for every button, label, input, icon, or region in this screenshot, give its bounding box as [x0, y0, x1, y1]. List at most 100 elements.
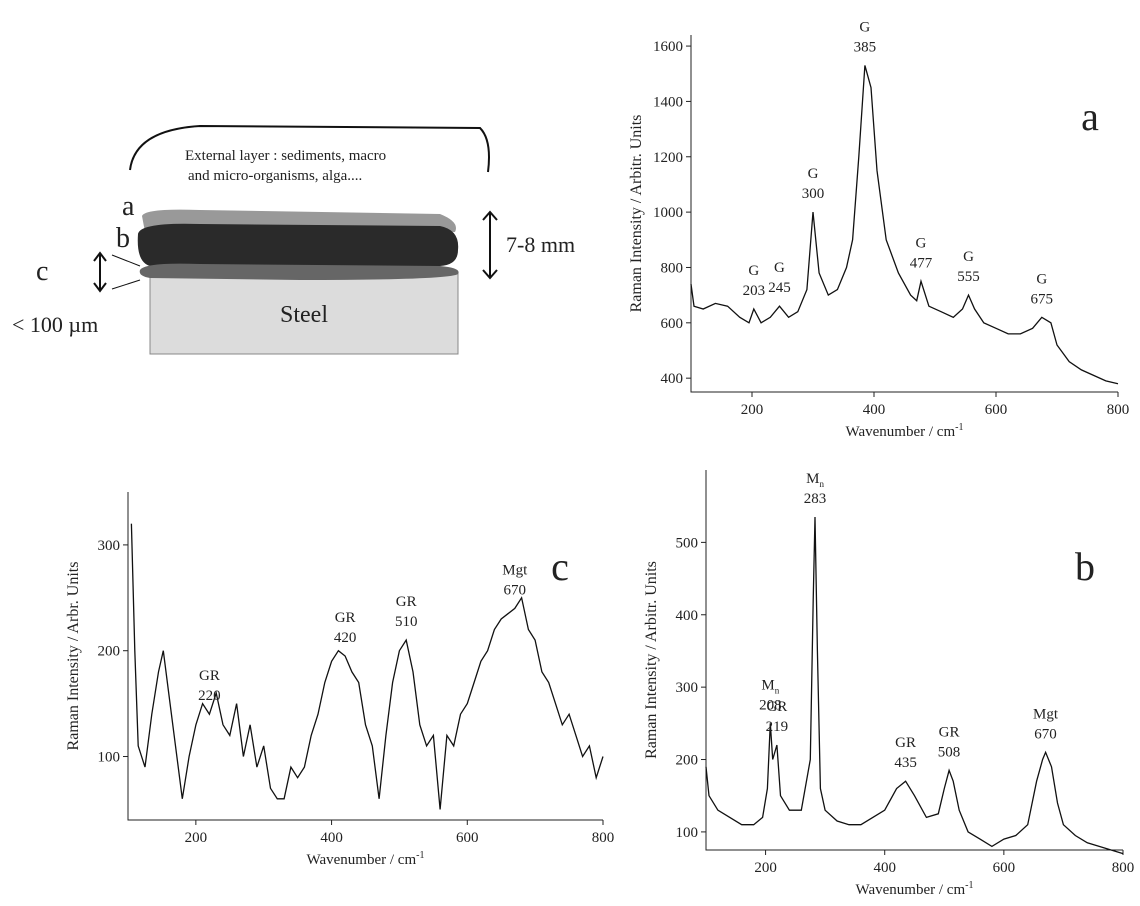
- annotation-name: Mgt: [1033, 706, 1059, 722]
- annotation-name: G: [916, 235, 927, 251]
- y-tick-label: 400: [661, 371, 684, 387]
- y-tick-label: 500: [676, 535, 699, 551]
- annotation-name: G: [963, 249, 974, 265]
- annotation-label: G: [1036, 271, 1047, 287]
- y-tick-label: 600: [661, 316, 684, 332]
- x-axis-label-sup: -1: [416, 850, 424, 861]
- annotation-value: 245: [768, 280, 791, 296]
- axis: [690, 35, 1118, 393]
- x-axis-label: Wavenumber / cm-1: [307, 850, 425, 868]
- x-axis-label-text: Wavenumber / cm: [846, 424, 956, 440]
- annotation-name: GR: [335, 610, 356, 626]
- annotation-name: G: [748, 263, 759, 279]
- annotation-label: GR: [199, 668, 220, 684]
- annotation-label: GR: [939, 724, 960, 740]
- x-axis-label: Wavenumber / cm-1: [856, 880, 974, 898]
- y-tick-label: 300: [98, 538, 121, 554]
- steel-label: Steel: [280, 302, 328, 328]
- axis: [127, 492, 603, 821]
- y-axis-label: Raman Intensity / Arbr. Units: [65, 562, 82, 751]
- annotation-sub: n: [819, 479, 824, 489]
- spectrum: [705, 516, 1124, 855]
- x-tick-label: 200: [741, 402, 764, 418]
- x-tick-label: 400: [873, 860, 896, 876]
- x-tick-label: 200: [185, 830, 208, 846]
- y-tick-label: 1600: [653, 39, 683, 55]
- pointer: [111, 254, 141, 267]
- annotation-value: 675: [1031, 291, 1054, 307]
- annotation-label: G: [774, 260, 785, 276]
- annotation-value: 220: [198, 688, 221, 704]
- annotation-name: M: [761, 677, 774, 693]
- y-tick-label: 100: [98, 750, 121, 766]
- axis: [705, 470, 1123, 851]
- annotation-label: Mgt: [502, 562, 528, 578]
- x-tick-label: 600: [985, 402, 1008, 418]
- annotation-label: GR: [396, 594, 417, 610]
- y-axis-label: Raman Intensity / Arbitr. Units: [628, 115, 645, 313]
- y-tick-label: 200: [98, 644, 121, 660]
- thin-label: < 100 µm: [12, 312, 98, 337]
- arrow: [482, 210, 498, 280]
- annotation-value: 219: [766, 719, 789, 735]
- x-tick-label: 400: [320, 830, 343, 846]
- y-tick-label: 1200: [653, 150, 683, 166]
- annotation-value: 508: [938, 744, 961, 760]
- annotation-value: 435: [894, 755, 917, 771]
- annotation-name: GR: [199, 668, 220, 684]
- annotation-label: Mgt: [1033, 706, 1059, 722]
- x-axis-label-sup: -1: [965, 880, 973, 891]
- annotation-sub: n: [775, 685, 780, 695]
- annotation-value: 283: [804, 491, 827, 507]
- pointer: [111, 279, 141, 290]
- y-tick-label: 1000: [653, 205, 683, 221]
- annotation-label: G: [916, 235, 927, 251]
- y-tick-label: 1400: [653, 94, 683, 110]
- layer-label: a: [122, 191, 135, 222]
- annotation-label: G: [748, 263, 759, 279]
- x-tick-label: 600: [456, 830, 479, 846]
- spectrum: [130, 523, 604, 810]
- x-tick-label: 400: [863, 402, 886, 418]
- y-axis-label: Raman Intensity / Arbitr. Units: [643, 561, 660, 759]
- spectrum: [690, 65, 1119, 385]
- annotation-label: GR: [766, 699, 787, 715]
- external-label: and micro-organisms, alga....: [188, 168, 362, 184]
- annotation-value: 510: [395, 614, 418, 630]
- y-tick-label: 400: [676, 608, 699, 624]
- annotation-name: GR: [766, 699, 787, 715]
- steel: [149, 271, 459, 355]
- annotation-value: 300: [802, 186, 825, 202]
- annotation-value: 477: [910, 255, 933, 271]
- panel-label: c: [551, 544, 569, 589]
- arrow: [93, 251, 107, 293]
- thickness-label: 7-8 mm: [506, 232, 575, 257]
- x-tick-label: 800: [1112, 860, 1135, 876]
- x-tick-label: 600: [993, 860, 1016, 876]
- annotation-label: Mn: [761, 677, 779, 695]
- annotation-label: Mn: [806, 471, 824, 489]
- annotation-label: G: [963, 249, 974, 265]
- x-tick-label: 200: [754, 860, 777, 876]
- annotation-value: 420: [334, 630, 357, 646]
- diagram: External layer : sediments, macro and mi…: [12, 124, 575, 355]
- annotation-name: G: [859, 19, 870, 35]
- external-label: External layer : sediments, macro: [185, 148, 386, 164]
- annotation-value: 203: [743, 283, 766, 299]
- x-tick-label: 800: [592, 830, 615, 846]
- layer-label: b: [116, 223, 130, 254]
- x-axis-label-sup: -1: [955, 422, 963, 433]
- annotation-label: G: [808, 166, 819, 182]
- y-tick-label: 100: [676, 825, 699, 841]
- annotation-label: G: [859, 19, 870, 35]
- annotation-value: 208: [759, 697, 782, 713]
- annotation-name: GR: [895, 735, 916, 751]
- annotation-value: 670: [1034, 726, 1057, 742]
- layer-b: [137, 223, 459, 266]
- annotation-name: G: [774, 260, 785, 276]
- x-axis-label: Wavenumber / cm-1: [846, 422, 964, 440]
- layer-c: [139, 263, 459, 280]
- annotation-value: 555: [957, 269, 980, 285]
- y-tick-label: 300: [676, 680, 699, 696]
